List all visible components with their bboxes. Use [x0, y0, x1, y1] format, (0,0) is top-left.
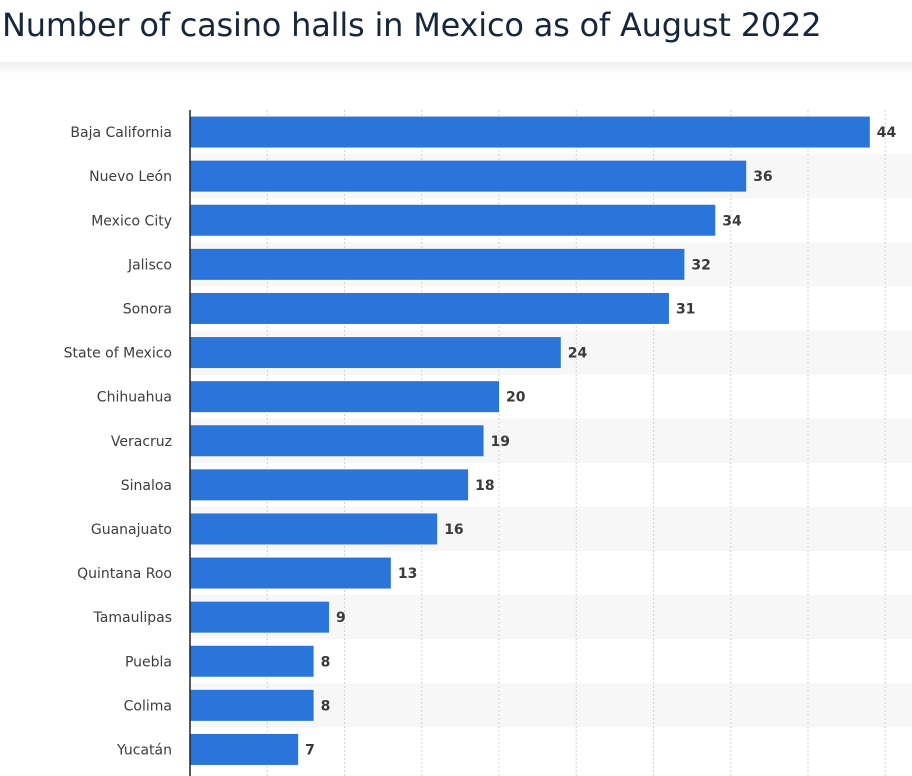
value-label: 36 — [753, 169, 772, 185]
value-label: 9 — [336, 610, 346, 626]
category-label: Sinaloa — [121, 478, 172, 494]
category-label: Nuevo León — [89, 169, 172, 185]
bar — [190, 160, 747, 192]
value-label: 16 — [444, 522, 463, 538]
value-label: 31 — [676, 301, 695, 317]
bar — [190, 733, 299, 765]
title-divider — [0, 62, 912, 74]
value-label: 24 — [568, 346, 588, 362]
bar — [190, 557, 391, 589]
bar — [190, 116, 870, 148]
value-label: 18 — [475, 478, 494, 494]
bar — [190, 689, 314, 721]
value-label: 7 — [305, 742, 315, 758]
value-label: 13 — [398, 566, 417, 582]
category-label: Baja California — [70, 125, 172, 141]
category-label: Tamaulipas — [93, 610, 172, 626]
bar — [190, 381, 499, 413]
bar — [190, 601, 330, 633]
category-label: Quintana Roo — [77, 566, 172, 582]
bar — [190, 248, 685, 280]
category-label: Mexico City — [91, 213, 172, 229]
value-label: 20 — [506, 390, 526, 406]
value-label: 19 — [491, 434, 510, 450]
value-label: 34 — [722, 213, 742, 229]
value-label: 8 — [321, 654, 331, 670]
category-label: Guanajuato — [91, 522, 172, 538]
category-label: Yucatán — [116, 742, 172, 758]
bar — [190, 425, 484, 457]
category-label: State of Mexico — [64, 346, 172, 362]
value-label: 44 — [877, 125, 897, 141]
chart-title: Number of casino halls in Mexico as of A… — [2, 6, 822, 44]
category-label: Colima — [124, 698, 172, 714]
category-label: Veracruz — [111, 434, 172, 450]
category-label: Sonora — [123, 301, 172, 317]
bar — [190, 337, 561, 369]
value-label: 8 — [321, 698, 331, 714]
bar — [190, 645, 314, 677]
category-label: Puebla — [125, 654, 172, 670]
bar — [190, 204, 716, 236]
category-label: Jalisco — [127, 257, 172, 273]
category-label: Chihuahua — [97, 390, 172, 406]
bar — [190, 469, 469, 501]
bar — [190, 292, 669, 324]
bar — [190, 513, 438, 545]
value-label: 32 — [691, 257, 710, 273]
